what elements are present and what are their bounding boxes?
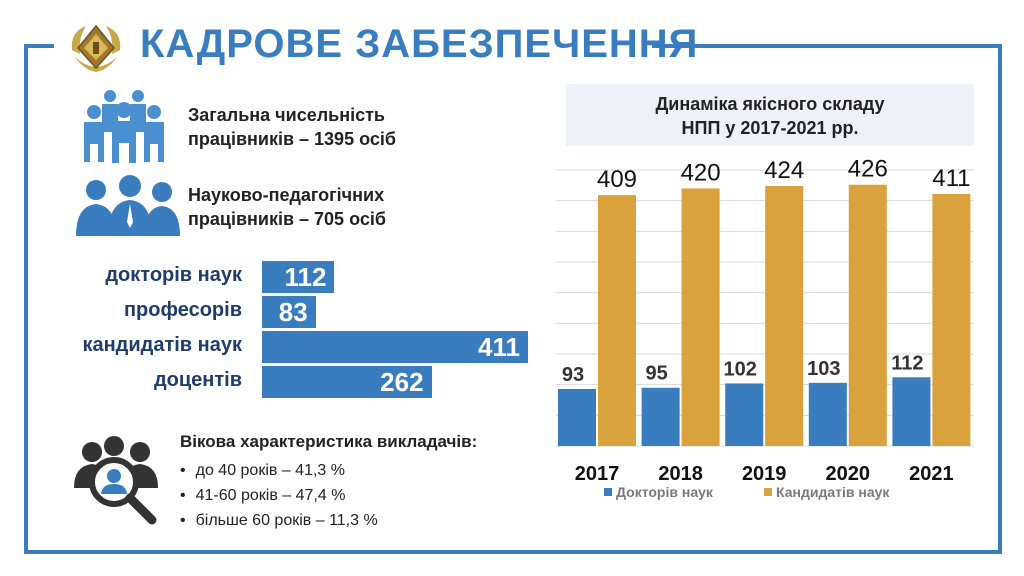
legend-swatch bbox=[604, 488, 612, 496]
chart-bar bbox=[558, 388, 596, 446]
age-item: до 40 років – 41,3 % bbox=[180, 458, 378, 483]
bar-label: доцентів bbox=[153, 369, 242, 391]
bar bbox=[262, 296, 316, 328]
chart-bar bbox=[848, 184, 887, 446]
chart-bar bbox=[681, 188, 720, 446]
bar-label: професорів bbox=[123, 299, 242, 321]
stat-teaching-staff: Науково-педагогічних працівників – 705 о… bbox=[188, 183, 386, 231]
frame-right bbox=[998, 44, 1002, 554]
bar bbox=[262, 366, 432, 398]
stat-teaching-line1: Науково-педагогічних bbox=[188, 185, 385, 205]
chart-bar bbox=[808, 382, 847, 446]
data-label: 420 bbox=[681, 159, 721, 186]
people-group-icon bbox=[84, 90, 164, 163]
legend-label: Докторів наук bbox=[616, 484, 714, 500]
stat-teaching-line2: працівників – 705 осіб bbox=[188, 209, 386, 229]
stat-total-line1: Загальна чисельність bbox=[188, 105, 385, 125]
bar-value: 112 bbox=[284, 262, 327, 292]
x-tick-label: 2021 bbox=[909, 463, 954, 485]
bar-value: 262 bbox=[380, 367, 424, 397]
page-title: КАДРОВЕ ЗАБЕЗПЕЧЕННЯ bbox=[140, 22, 699, 66]
stat-total-staff: Загальна чисельність працівників – 1395 … bbox=[188, 103, 396, 151]
x-tick-label: 2019 bbox=[742, 463, 787, 485]
bar bbox=[262, 331, 528, 363]
data-label: 426 bbox=[848, 156, 888, 183]
legend-swatch bbox=[764, 488, 772, 496]
bar-value: 83 bbox=[278, 297, 308, 327]
age-item: 41-60 років – 47,4 % bbox=[180, 483, 378, 508]
bar-label: кандидатів наук bbox=[82, 334, 242, 356]
bar-value: 411 bbox=[478, 332, 520, 362]
data-label: 424 bbox=[764, 157, 804, 184]
chart-bar bbox=[725, 383, 764, 446]
data-label: 93 bbox=[562, 364, 584, 386]
frame-bottom bbox=[24, 550, 1002, 554]
people-search-icon bbox=[74, 436, 158, 525]
chart-bar bbox=[892, 377, 931, 446]
data-label: 411 bbox=[932, 165, 970, 192]
chart-bar bbox=[765, 185, 804, 447]
chart-bar bbox=[598, 195, 636, 446]
age-title: Вікова характеристика викладачів: bbox=[180, 432, 478, 451]
x-tick-label: 2017 bbox=[575, 463, 620, 485]
emblem-icon bbox=[71, 24, 121, 72]
bar-label: докторів наук bbox=[105, 264, 242, 286]
data-label: 103 bbox=[807, 358, 840, 380]
chart-bar bbox=[932, 193, 971, 446]
age-item: більше 60 років – 11,3 % bbox=[180, 508, 378, 533]
stat-total-line2: працівників – 1395 осіб bbox=[188, 129, 396, 149]
chart-bar bbox=[641, 387, 680, 446]
frame-left bbox=[24, 44, 28, 554]
chart-title-line2: НПП у 2017-2021 рр. bbox=[681, 118, 859, 138]
frame-top-right bbox=[652, 44, 1002, 48]
frame-top-left bbox=[24, 44, 54, 48]
data-label: 102 bbox=[724, 358, 757, 380]
quality-dynamics-chart: 93 409 2017 95 420 2018 102 424 2019 103 426 2020 11… bbox=[556, 156, 974, 500]
x-tick-label: 2020 bbox=[826, 463, 871, 485]
chart-title-line1: Динаміка якісного складу bbox=[655, 94, 885, 114]
bar bbox=[262, 261, 335, 293]
data-label: 112 bbox=[891, 352, 923, 374]
age-list: до 40 років – 41,3 % 41-60 років – 47,4 … bbox=[180, 458, 378, 533]
data-label: 95 bbox=[645, 363, 667, 385]
legend-label: Кандидатів наук bbox=[776, 484, 890, 500]
staff-icon bbox=[76, 175, 180, 236]
data-label: 409 bbox=[597, 166, 637, 193]
chart-title: Динаміка якісного складу НПП у 2017-2021… bbox=[566, 92, 974, 140]
chart-title-box bbox=[566, 84, 974, 146]
x-tick-label: 2018 bbox=[658, 463, 703, 485]
